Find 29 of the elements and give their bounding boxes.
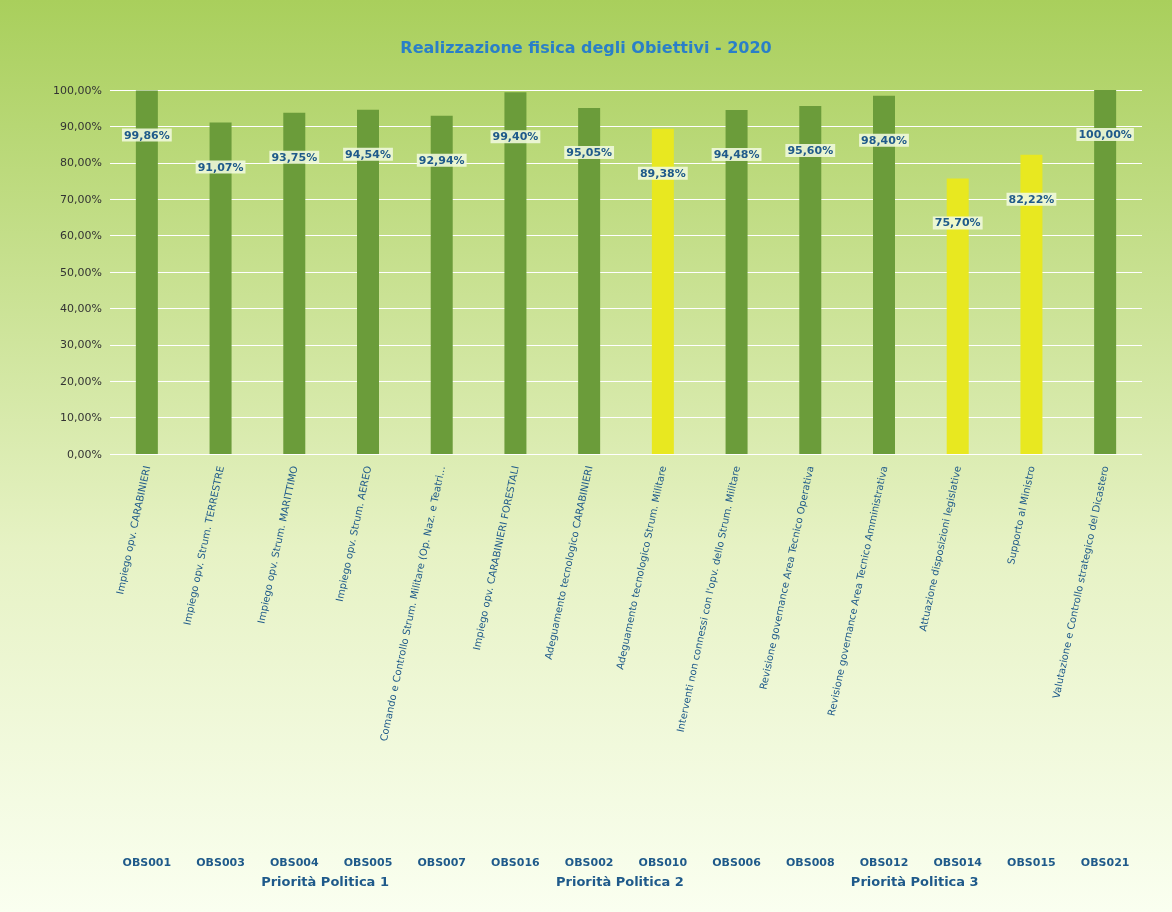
data-label: 92,94% [418, 153, 465, 167]
data-label: 89,38% [639, 166, 686, 180]
y-tick-label: 70,00% [60, 192, 102, 206]
y-tick-label: 80,00% [60, 156, 102, 170]
data-label: 94,54% [345, 147, 391, 161]
data-label: 75,70% [934, 216, 981, 230]
data-label: 99,40% [492, 130, 539, 144]
y-tick-label: 50,00% [60, 265, 102, 279]
text: Priorità Politica 3 [850, 874, 979, 889]
y-tick-label: 40,00% [60, 301, 102, 315]
chart-title: Realizzazione fisica degli Obiettivi - 2020 [400, 37, 772, 57]
text: Priorità Politica 1 [261, 874, 389, 889]
data-label: 98,40% [861, 133, 907, 147]
data-label: 100,00% [1078, 128, 1132, 141]
data-label: 93,75% [271, 150, 318, 164]
y-tick-label: 90,00% [60, 119, 102, 133]
y-tick-label: 0,00% [67, 447, 102, 461]
y-tick-label: 100,00% [53, 83, 102, 97]
y-tick-label: 20,00% [60, 374, 102, 388]
data-label: 82,22% [1008, 192, 1055, 206]
data-label: 95,60% [787, 144, 834, 158]
data-label: 94,48% [713, 148, 760, 162]
y-tick-label: 10,00% [60, 411, 102, 425]
data-label: 91,07% [197, 160, 244, 174]
data-label: 99,86% [123, 128, 170, 142]
data-label: 95,05% [566, 146, 613, 160]
text: Priorità Politica 2 [556, 874, 684, 889]
y-tick-label: 30,00% [60, 338, 102, 352]
y-tick-label: 60,00% [60, 229, 102, 243]
